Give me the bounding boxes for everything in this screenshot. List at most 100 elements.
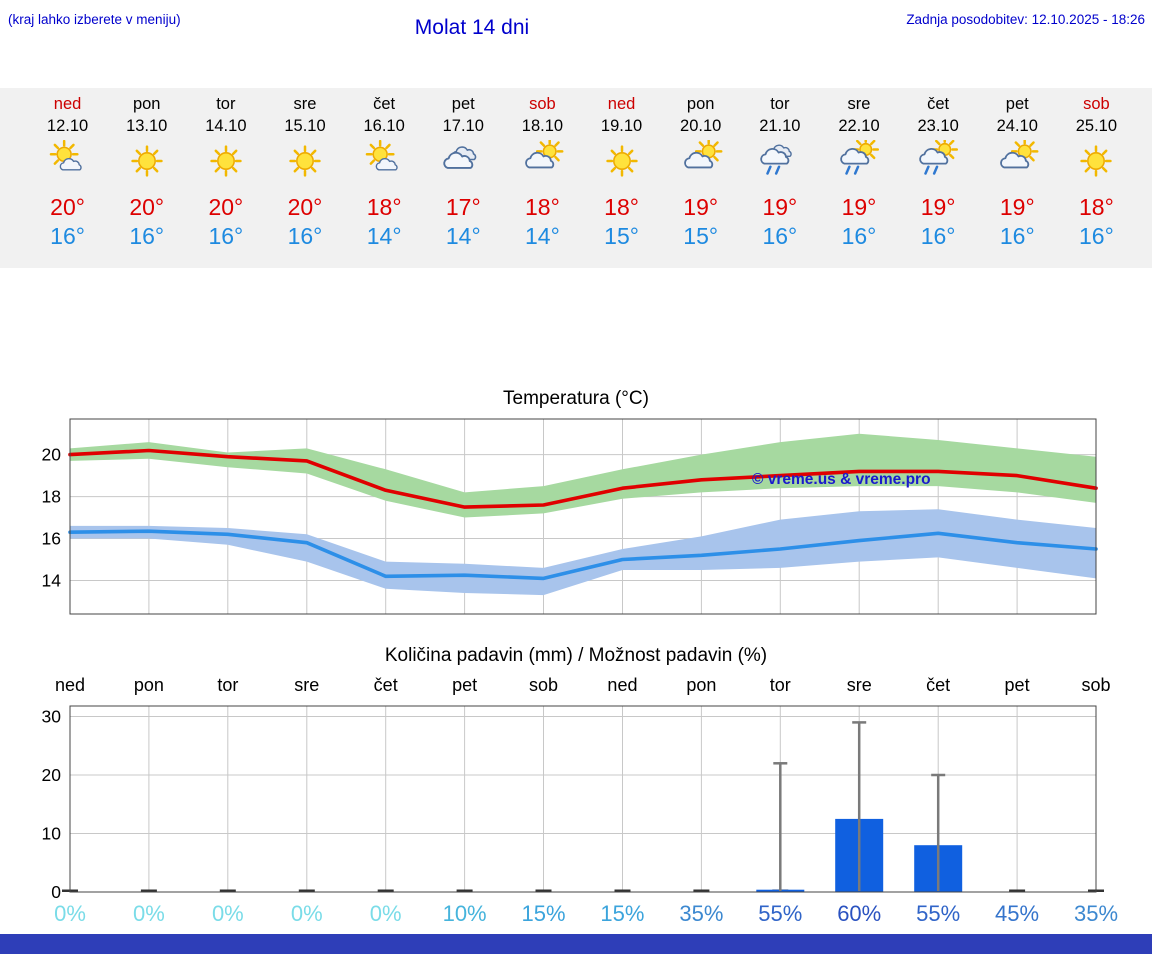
forecast-day-column: pon 13.10 20° 16° (107, 94, 186, 268)
forecast-day-column: tor 21.10 19° 16° (740, 94, 819, 268)
day-date: 13.10 (126, 117, 168, 135)
precip-day-label: tor (217, 675, 239, 695)
sun-icon (210, 145, 242, 177)
forecast-day-column: sob 25.10 18° 16° (1057, 94, 1136, 268)
precip-probability-label: 0% (133, 901, 165, 926)
page-title: Molat 14 dni (414, 16, 530, 39)
forecast-day-column: ned 19.10 18° 15° (582, 94, 661, 268)
svg-text:10: 10 (42, 824, 62, 844)
day-date: 16.10 (363, 117, 405, 135)
precip-day-label: tor (769, 675, 791, 695)
precip-day-labels: ned pon tor sre čet pet sob ned pon tor sre čet pet s… (0, 675, 1152, 699)
day-name: čet (927, 95, 950, 113)
day-low-temp: 16° (841, 223, 877, 249)
precip-day-label: sob (1081, 675, 1111, 695)
day-weather-icon-wrap (265, 137, 344, 188)
day-low-temp: 16° (287, 223, 323, 249)
day-date: 25.10 (1075, 117, 1118, 135)
day-high-temp: 17° (445, 194, 481, 220)
day-low-temp: 14° (445, 223, 481, 249)
precip-probability-label: 10% (442, 901, 487, 926)
svg-text:16: 16 (42, 529, 61, 549)
day-name: sob (1083, 95, 1110, 113)
day-name: pon (132, 95, 161, 113)
day-low-temp: 15° (683, 223, 719, 249)
last-updated: Zadnja posodobitev: 12.10.2025 - 18:26 (906, 12, 1145, 27)
day-low-temp: 15° (604, 223, 639, 249)
day-weather-icon-wrap (1057, 137, 1136, 188)
precip-day-label: sob (529, 675, 559, 695)
day-date: 19.10 (600, 117, 643, 135)
forecast-day-column: tor 14.10 20° 16° (186, 94, 265, 268)
day-high-temp: 18° (604, 194, 639, 220)
precip-day-label: pon (686, 675, 717, 695)
sun-icon (131, 145, 163, 177)
day-weather-icon-wrap (107, 137, 186, 188)
precip-probability-row: 0% 0% 0% 0% 0% 10% 15% 15% 35% 55% 60% 55% 45% 35% (0, 901, 1152, 933)
precip-probability-label: 0% (290, 901, 323, 926)
day-name: ned (53, 95, 82, 113)
forecast-day-column: sre 22.10 19° 16° (819, 94, 898, 268)
sun-icon (605, 145, 638, 177)
day-low-temp: 16° (999, 223, 1035, 249)
day-date: 12.10 (46, 117, 89, 135)
day-name: pon (686, 95, 715, 113)
day-weather-icon-wrap (28, 137, 107, 188)
day-weather-icon-wrap (899, 136, 978, 188)
sun-icon (289, 145, 321, 177)
day-weather-icon-wrap (978, 137, 1057, 188)
day-low-temp: 16° (129, 223, 165, 249)
day-weather-icon-wrap (661, 137, 740, 188)
day-weather-icon-wrap (503, 137, 582, 188)
day-low-temp: 16° (762, 223, 798, 249)
day-high-temp: 19° (683, 194, 719, 220)
sun-icon (1080, 145, 1113, 177)
day-high-temp: 18° (366, 194, 402, 220)
precip-day-label: sre (846, 675, 872, 695)
day-name: tor (770, 95, 790, 113)
temperature-chart: 14 16 18 20 © vreme.us & vreme.pro (42, 418, 1098, 615)
day-low-temp: 16° (50, 223, 85, 249)
day-name: čet (373, 95, 396, 113)
menu-hint: (kraj lahko izberete v meniju) (8, 12, 181, 27)
precip-day-label: pet (452, 675, 478, 695)
forecast-day-column: čet 23.10 19° 16° (899, 94, 978, 268)
day-weather-icon-wrap (740, 137, 819, 188)
forecast-day-column: ned 12.10 20° 16° (28, 94, 107, 268)
precip-probability-label: 35% (679, 901, 724, 926)
day-high-temp: 20° (208, 194, 244, 220)
sun-cloud-icon (365, 139, 398, 171)
cloud-sun-icon (1000, 137, 1039, 169)
day-name: sre (293, 95, 317, 113)
day-date: 21.10 (759, 117, 801, 135)
precip-probability-label: 0% (369, 901, 402, 926)
forecast-strip: ned 12.10 20° 16° pon 13.10 20° 16° tor … (0, 88, 1152, 268)
svg-text:20: 20 (42, 445, 62, 465)
forecast-day-column: pon 20.10 19° 15° (661, 94, 740, 268)
cloud-icon (443, 146, 477, 169)
day-date: 14.10 (205, 117, 247, 135)
precip-day-label: pon (133, 675, 164, 695)
precipitation-chart: 0 10 20 30 (42, 705, 1104, 900)
day-high-temp: 18° (1079, 194, 1114, 220)
forecast-day-column: pet 17.10 17° 14° (424, 94, 503, 268)
forecast-day-column: sre 15.10 20° 16° (265, 94, 344, 268)
svg-text:0: 0 (51, 882, 61, 900)
day-weather-icon-wrap (186, 137, 265, 188)
day-high-temp: 20° (50, 194, 85, 220)
precip-probability-label: 15% (600, 901, 645, 926)
day-low-temp: 14° (525, 223, 560, 249)
temperature-chart-title: Temperatura (°C) (503, 388, 649, 409)
day-date: 20.10 (680, 117, 722, 135)
day-high-temp: 19° (841, 194, 877, 220)
precip-probability-label: 35% (1073, 901, 1119, 926)
footer-bar (0, 934, 1152, 954)
precip-probability-label: 55% (758, 901, 803, 926)
day-low-temp: 16° (920, 223, 956, 249)
precip-day-label: pet (1004, 675, 1030, 695)
day-high-temp: 19° (999, 194, 1035, 220)
day-low-temp: 16° (208, 223, 244, 249)
sun-rain-icon (919, 136, 959, 175)
day-high-temp: 19° (762, 194, 798, 220)
